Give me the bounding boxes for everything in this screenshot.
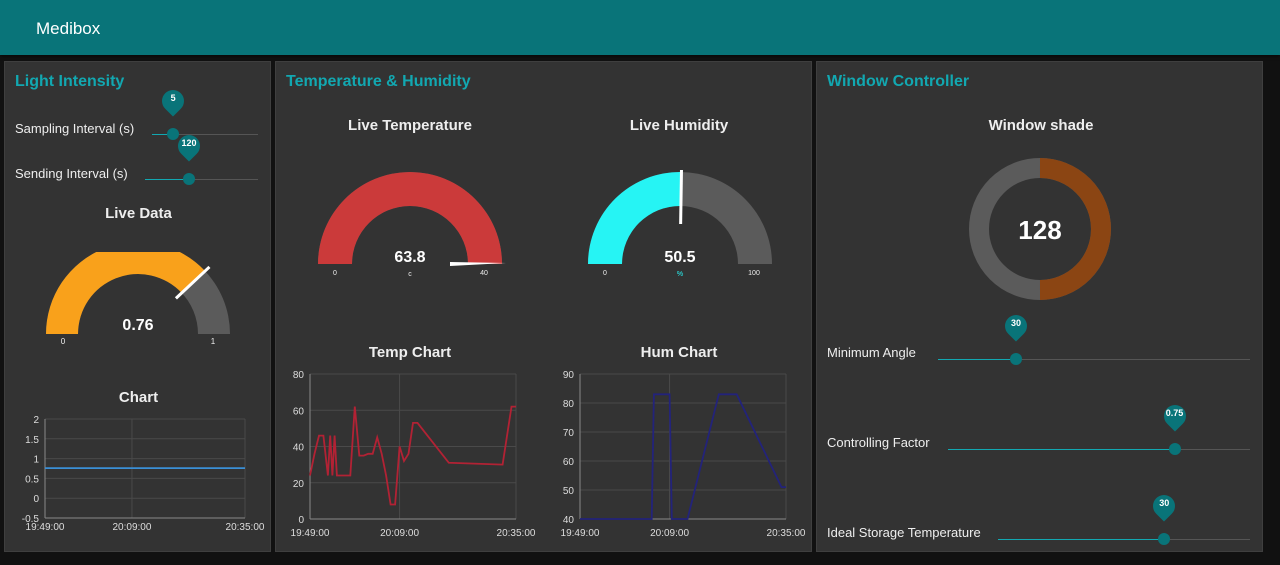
y-tick-label: 80 bbox=[293, 370, 305, 381]
light-gauge-needle bbox=[174, 265, 211, 300]
y-tick-label: 50 bbox=[563, 486, 575, 497]
controlling-factor-slider[interactable]: 0.75 bbox=[948, 400, 1250, 457]
slider-fill bbox=[948, 449, 1175, 450]
hum-chart: 90 80 70 60 50 40 19:49:00 20:09:00 20:35:00 bbox=[561, 370, 806, 539]
slider-thumb[interactable] bbox=[167, 128, 180, 140]
y-tick-label: 60 bbox=[563, 457, 575, 468]
window-controller-title: Window Controller bbox=[827, 73, 970, 90]
slider-value-label: 120 bbox=[181, 138, 197, 148]
controlling-factor-label: Controlling Factor bbox=[827, 435, 930, 450]
hum-chart-title: Hum Chart bbox=[640, 344, 718, 361]
y-tick-label: 0 bbox=[33, 494, 39, 505]
temp-gauge-max: 40 bbox=[480, 270, 488, 277]
y-tick-label: 2 bbox=[33, 415, 39, 426]
live-humidity-title: Live Humidity bbox=[629, 117, 729, 134]
x-tick-label: 19:49:00 bbox=[561, 528, 600, 539]
slider-track[interactable] bbox=[938, 359, 1250, 360]
humidity-gauge-needle bbox=[679, 170, 683, 225]
x-tick-label: 20:35:00 bbox=[226, 522, 265, 533]
sampling-interval-slider[interactable]: 5 bbox=[152, 85, 258, 142]
slider-value-label: 5 bbox=[170, 93, 176, 103]
light-gauge-fill bbox=[46, 252, 206, 334]
temp-chart: 80 60 40 20 0 19:49:00 20:09:00 20:35:00 bbox=[291, 370, 536, 539]
x-tick-label: 19:49:00 bbox=[26, 522, 65, 533]
slider-value-label: 30 bbox=[1010, 318, 1021, 328]
y-tick-label: 0.5 bbox=[25, 474, 39, 485]
x-tick-label: 20:35:00 bbox=[497, 528, 536, 539]
sampling-interval-label: Sampling Interval (s) bbox=[15, 121, 135, 136]
slider-thumb[interactable] bbox=[183, 173, 196, 185]
light-chart-title: Chart bbox=[118, 389, 159, 406]
window-shade-donut: 128 bbox=[969, 158, 1111, 300]
x-tick-label: 19:49:00 bbox=[291, 528, 330, 539]
y-tick-label: 80 bbox=[563, 399, 575, 410]
light-gauge: 0.76 0 1 bbox=[46, 252, 230, 346]
live-data-title: Live Data bbox=[105, 205, 172, 222]
window-controller-card: Window Controller Window shade 128 Minim… bbox=[816, 61, 1263, 552]
temp-gauge: 63.8 c 0 40 bbox=[318, 172, 506, 278]
slider-thumb[interactable] bbox=[1010, 353, 1022, 365]
donut-fill bbox=[1039, 158, 1111, 300]
temp-chart-title: Temp Chart bbox=[368, 344, 452, 361]
light-intensity-title: Light Intensity bbox=[15, 73, 125, 90]
series-line bbox=[309, 405, 516, 506]
y-tick-label: 70 bbox=[563, 428, 575, 439]
temp-gauge-needle bbox=[450, 262, 506, 266]
humidity-gauge-min: 0 bbox=[603, 270, 607, 277]
x-tick-label: 20:09:00 bbox=[650, 528, 689, 539]
slider-track[interactable] bbox=[152, 134, 258, 135]
humidity-gauge-max: 100 bbox=[748, 270, 760, 277]
y-tick-label: 40 bbox=[563, 515, 575, 526]
y-tick-label: 90 bbox=[563, 370, 575, 381]
slider-fill bbox=[145, 179, 190, 180]
y-tick-label: 1.5 bbox=[25, 435, 39, 446]
top-bar: Medibox bbox=[0, 0, 1280, 55]
slider-fill bbox=[938, 359, 1016, 360]
temp-gauge-unit: c bbox=[408, 271, 412, 278]
temp-gauge-value: 63.8 bbox=[394, 249, 425, 266]
y-tick-label: -0.5 bbox=[22, 514, 40, 525]
temp-gauge-min: 0 bbox=[333, 270, 337, 277]
minimum-angle-label: Minimum Angle bbox=[827, 345, 916, 360]
slider-track[interactable] bbox=[145, 179, 258, 180]
y-tick-label: 0 bbox=[298, 515, 304, 526]
sending-interval-slider[interactable]: 120 bbox=[145, 130, 258, 187]
slider-fill bbox=[152, 134, 174, 135]
slider-thumb[interactable] bbox=[1168, 443, 1181, 455]
humidity-gauge-fill bbox=[588, 171, 682, 264]
series-line bbox=[580, 393, 786, 520]
humidity-gauge-unit: % bbox=[677, 271, 683, 278]
sending-interval-label: Sending Interval (s) bbox=[15, 166, 128, 181]
y-tick-label: 40 bbox=[293, 443, 305, 454]
light-chart: 2 1.5 1 0.5 0 -0.519:49:00 20:09:00 20:35:00 bbox=[22, 415, 265, 533]
slider-fill bbox=[998, 539, 1165, 540]
x-tick-label: 20:09:00 bbox=[380, 528, 419, 539]
temp-humidity-card: Temperature & Humidity Live Temperature … bbox=[275, 61, 812, 552]
light-gauge-min: 0 bbox=[61, 337, 66, 346]
ideal-storage-temperature-slider[interactable]: 30 bbox=[998, 490, 1250, 547]
live-temperature-title: Live Temperature bbox=[348, 117, 472, 134]
window-shade-title: Window shade bbox=[988, 117, 1094, 134]
ideal-storage-temperature-label: Ideal Storage Temperature bbox=[827, 525, 981, 540]
slider-thumb[interactable] bbox=[1158, 533, 1171, 545]
light-intensity-card: Light Intensity Sampling Interval (s) 5 … bbox=[4, 61, 271, 552]
humidity-gauge: 50.5 % 0 100 bbox=[588, 170, 772, 278]
window-shade-value: 128 bbox=[1018, 215, 1061, 245]
light-gauge-value: 0.76 bbox=[122, 317, 153, 334]
y-tick-label: 20 bbox=[293, 479, 305, 490]
x-tick-label: 20:09:00 bbox=[112, 522, 151, 533]
temp-gauge-fill bbox=[318, 172, 502, 264]
y-tick-label: 1 bbox=[33, 455, 39, 466]
temp-humidity-title: Temperature & Humidity bbox=[286, 73, 471, 90]
light-gauge-max: 1 bbox=[211, 337, 216, 346]
slider-value-label: 0.75 bbox=[1165, 408, 1184, 418]
y-tick-label: 60 bbox=[293, 406, 305, 417]
x-tick-label: 20:35:00 bbox=[767, 528, 806, 539]
slider-value-label: 30 bbox=[1159, 498, 1170, 508]
minimum-angle-slider[interactable]: 30 bbox=[938, 310, 1250, 367]
app-title: Medibox bbox=[36, 19, 101, 38]
humidity-gauge-value: 50.5 bbox=[664, 249, 695, 266]
